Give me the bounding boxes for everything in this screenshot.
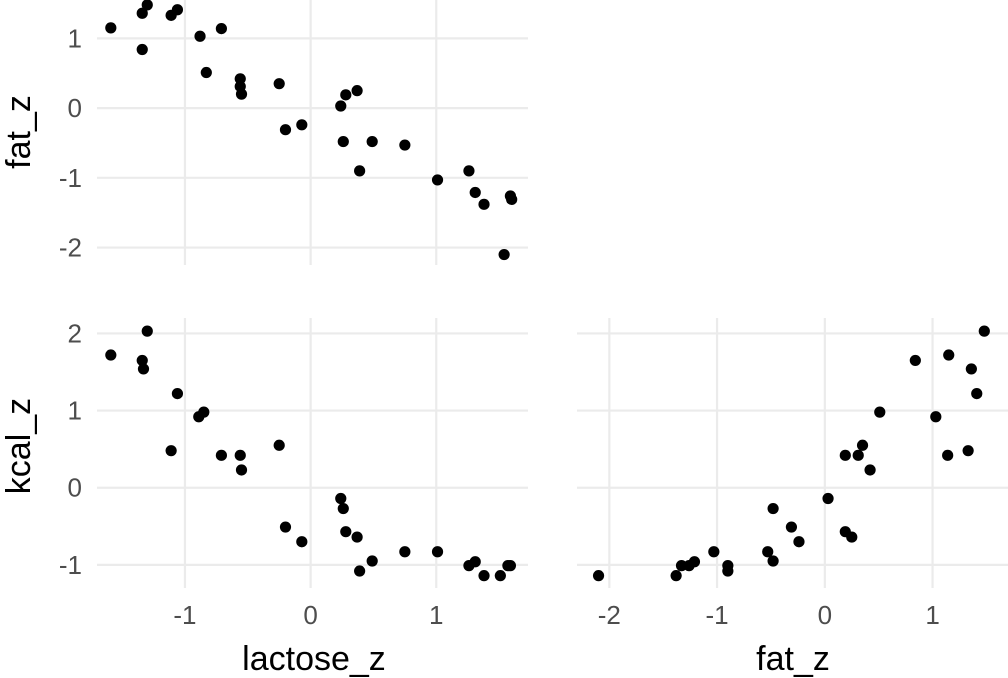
data-point	[965, 363, 977, 375]
data-point	[822, 492, 834, 505]
y-tick-label: 1	[68, 23, 82, 53]
data-point	[708, 546, 720, 558]
data-point	[351, 531, 363, 543]
data-point	[909, 354, 921, 367]
data-point	[793, 536, 805, 548]
panel-kcal-vs-lactose: -1 0 1 2 1 0 -1	[59, 318, 528, 630]
data-point	[340, 526, 352, 538]
data-point	[722, 565, 734, 577]
data-point	[234, 449, 246, 461]
y-tick-label: 0	[68, 93, 82, 123]
data-point	[215, 449, 227, 461]
data-point	[235, 464, 248, 476]
x-tick-label: -1	[173, 600, 196, 630]
data-point	[399, 546, 411, 558]
data-point	[971, 388, 983, 400]
data-point	[478, 198, 490, 210]
data-point	[366, 555, 378, 567]
data-point	[864, 464, 876, 476]
data-point	[335, 492, 347, 505]
y-tick-label: -1	[59, 163, 82, 193]
data-point	[215, 22, 227, 35]
data-point	[366, 135, 378, 148]
data-point	[431, 174, 444, 186]
data-point	[273, 439, 285, 451]
data-point	[504, 560, 517, 572]
data-point	[136, 354, 148, 367]
data-point	[942, 449, 954, 461]
data-point	[399, 139, 411, 151]
data-point	[296, 119, 308, 131]
data-point	[354, 165, 366, 177]
x-axis-title-left: lactose_z	[242, 640, 386, 678]
data-point	[762, 546, 774, 558]
data-point	[200, 66, 212, 79]
data-point	[943, 349, 955, 361]
data-point	[340, 89, 352, 101]
panel-kcal-vs-fat: -2 -1 0 1	[577, 318, 1008, 630]
data-point	[351, 85, 363, 97]
y-tick-label: 0	[68, 473, 82, 503]
data-point	[337, 502, 349, 515]
y-tick-label: -2	[59, 233, 82, 263]
data-point	[592, 570, 605, 582]
data-point	[296, 536, 308, 548]
data-point	[874, 406, 886, 418]
x-tick-label: 0	[818, 600, 832, 630]
y-tick-label: 1	[68, 396, 82, 426]
x-axis-title-right: fat_z	[756, 640, 830, 678]
data-point	[279, 521, 292, 533]
data-point	[141, 325, 153, 337]
data-point	[431, 546, 444, 558]
y-tick-label: 2	[68, 318, 82, 348]
data-point	[165, 445, 177, 457]
y-tick-label: -1	[59, 550, 82, 580]
x-tick-label: -1	[706, 600, 729, 630]
data-point	[171, 388, 184, 400]
data-point	[194, 30, 206, 42]
data-point	[688, 556, 701, 568]
data-point	[767, 555, 779, 567]
data-point	[506, 193, 518, 206]
data-point	[273, 78, 285, 90]
data-point	[978, 325, 990, 337]
data-point	[962, 445, 974, 457]
data-point	[839, 449, 851, 461]
data-point	[198, 406, 210, 418]
y-axis-title-top: fat_z	[0, 95, 38, 169]
x-tick-label: 1	[429, 600, 443, 630]
data-point	[494, 570, 506, 582]
data-point	[171, 4, 184, 16]
x-tick-label: -2	[598, 600, 621, 630]
data-point	[137, 363, 150, 375]
x-tick-label: 0	[303, 600, 317, 630]
data-point	[498, 248, 510, 261]
y-axis-title-bottom: kcal_z	[0, 398, 38, 494]
data-point	[337, 135, 349, 148]
data-point	[469, 186, 481, 199]
data-point	[136, 7, 148, 19]
data-point	[136, 43, 148, 56]
data-point	[141, 0, 153, 11]
data-point	[463, 165, 475, 177]
data-point	[478, 570, 490, 582]
data-point	[279, 124, 292, 136]
data-point	[846, 531, 858, 543]
data-point	[852, 449, 864, 461]
data-point	[930, 411, 942, 423]
data-point	[469, 556, 481, 568]
data-point	[785, 521, 798, 533]
data-point	[354, 565, 366, 577]
panel-fat-vs-lactose: 1 0 -1 -2	[59, 0, 528, 265]
data-point	[105, 22, 117, 34]
data-point	[856, 439, 869, 451]
data-point	[235, 88, 248, 100]
data-point	[234, 73, 246, 85]
data-point	[670, 570, 682, 582]
data-point	[335, 100, 347, 112]
x-tick-label: 1	[925, 600, 939, 630]
data-point	[767, 502, 779, 515]
data-point	[105, 349, 117, 361]
